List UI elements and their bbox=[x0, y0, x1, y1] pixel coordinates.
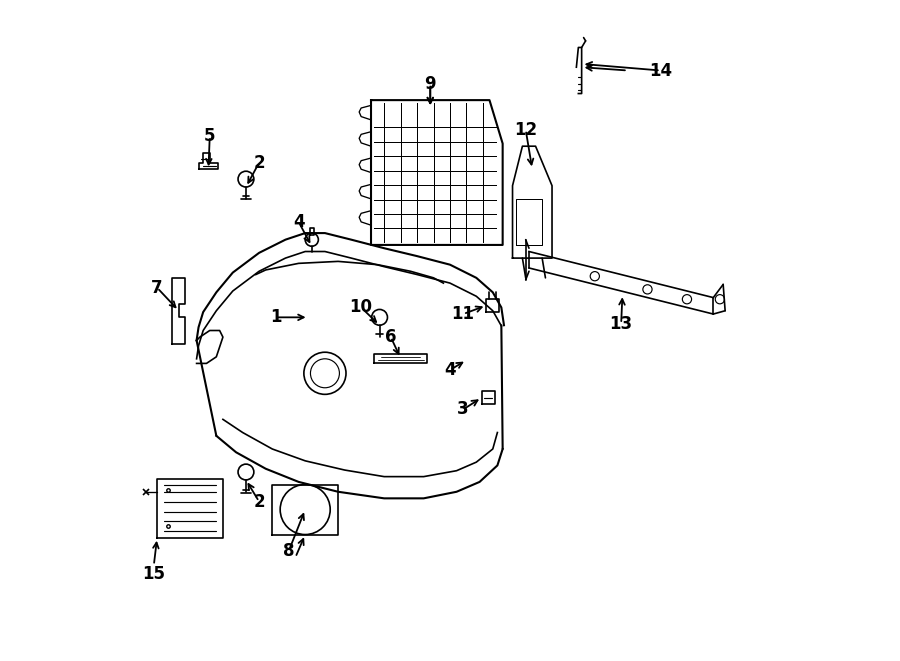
Text: 3: 3 bbox=[457, 401, 469, 418]
Text: 12: 12 bbox=[514, 121, 537, 139]
Text: 15: 15 bbox=[142, 565, 166, 583]
Text: 11: 11 bbox=[452, 305, 474, 323]
Text: 10: 10 bbox=[349, 299, 373, 317]
Text: 1: 1 bbox=[270, 308, 282, 327]
Text: 2: 2 bbox=[253, 153, 265, 172]
Text: 13: 13 bbox=[609, 315, 633, 333]
Text: 6: 6 bbox=[385, 328, 397, 346]
Text: 2: 2 bbox=[253, 492, 265, 511]
Text: 7: 7 bbox=[151, 279, 163, 297]
Text: 4: 4 bbox=[292, 213, 304, 231]
Text: 5: 5 bbox=[204, 128, 215, 145]
Text: 14: 14 bbox=[649, 61, 672, 79]
Text: 4: 4 bbox=[445, 361, 455, 379]
Text: 9: 9 bbox=[425, 75, 436, 93]
Text: 8: 8 bbox=[283, 542, 294, 560]
